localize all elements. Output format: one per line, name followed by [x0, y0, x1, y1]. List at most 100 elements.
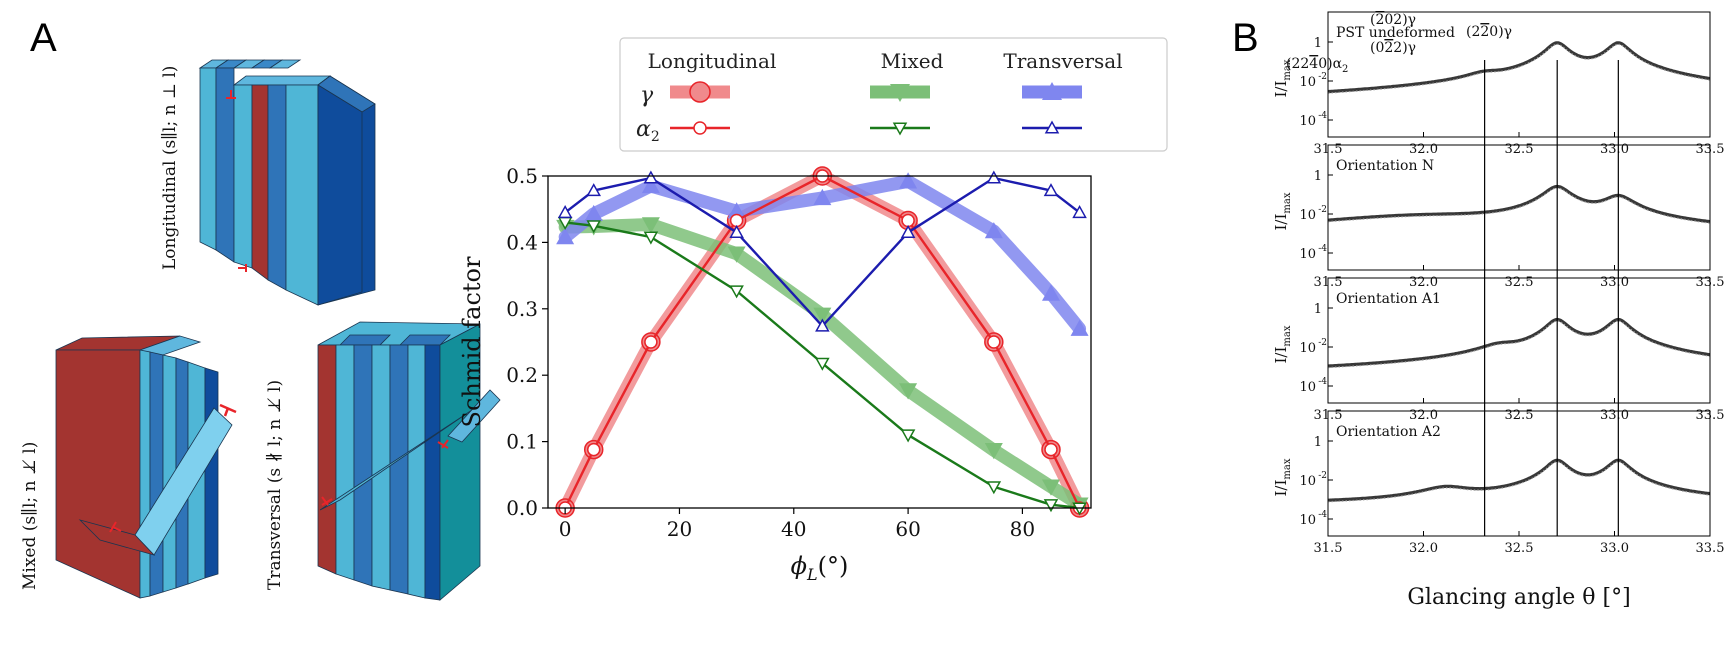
- x-tick-label-0: 0: [559, 517, 572, 541]
- peak-label-alpha2: (2240)α2: [1286, 56, 1348, 75]
- legend-row-gamma: γ: [640, 83, 654, 108]
- transversal-2-point-1: [586, 183, 602, 197]
- transversal--point-5: [899, 172, 918, 189]
- xrd-ylabel-0: I/Imax: [1272, 59, 1293, 97]
- mixed--point-5: [899, 383, 918, 400]
- xrd-ytick-pow-0-1: 10: [1299, 208, 1316, 223]
- longitudinal-block: [198, 59, 376, 306]
- y-tick-label-0: 0.0: [506, 496, 538, 520]
- legend-col-mixed: Mixed: [881, 49, 944, 73]
- xrd-label-2: Orientation A1: [1336, 291, 1441, 307]
- xrd-label-1: Orientation N: [1336, 158, 1434, 174]
- transversal--point-8: [1070, 319, 1089, 336]
- mixed--point-4: [813, 307, 832, 324]
- xrd-xtick-1-2: 32.0: [1409, 408, 1438, 423]
- xrd-ytick-pow-1-2: 10: [1299, 380, 1316, 395]
- y-tick-label-4: 0.4: [506, 230, 538, 254]
- xrd-curve-1: [1327, 184, 1711, 224]
- transversal--point-2: [641, 176, 660, 194]
- xrd-xtick-0-3: 31.5: [1314, 541, 1343, 556]
- mixed--point-6: [984, 443, 1003, 460]
- mixed-2-point-7: [1043, 499, 1059, 513]
- lamella-schematics: [55, 59, 501, 601]
- longitudinal-2-point-5: [901, 213, 915, 228]
- transversal-2-point-2: [643, 170, 659, 184]
- xrd-xtick-3-2: 33.0: [1600, 408, 1629, 423]
- xrd-ytick-1-1: 1: [1314, 169, 1322, 184]
- xrd-curve-3: [1327, 458, 1711, 502]
- schmid-legend: Longitudinal Mixed Transversal γ α2: [619, 37, 1168, 152]
- xrd-ytick-exp-1-3: -4: [1318, 510, 1327, 520]
- legend-row-alpha: α2: [636, 117, 660, 145]
- mixed-2-point-5: [900, 429, 916, 443]
- xrd-xtick-3-1: 33.0: [1600, 275, 1629, 290]
- xrd-ytick-pow-0-3: 10: [1299, 474, 1316, 489]
- xrd-ytick-exp-1-0: -4: [1318, 111, 1327, 121]
- transversal-2-point-0: [557, 204, 573, 219]
- y-tick-label-5: 0.5: [506, 164, 538, 188]
- mixed-2-point-6: [986, 481, 1002, 495]
- legend-alpha-marker-red: [693, 121, 707, 135]
- xrd-ytick-pow-1-0: 10: [1299, 114, 1316, 129]
- y-tick-label-3: 0.3: [506, 297, 538, 321]
- x-axis-label: ϕL(°): [791, 552, 849, 584]
- legend-gamma-marker-blue: [1042, 82, 1062, 100]
- transversal-2-point-4: [815, 318, 830, 332]
- longitudinal-2-point-6: [987, 335, 1001, 349]
- legend-gamma-marker-red: [689, 81, 711, 103]
- transversal--point-6: [984, 222, 1003, 239]
- xrd-ytick-pow-1-3: 10: [1299, 513, 1316, 528]
- alpha-series: [557, 169, 1087, 516]
- mixed-label: Mixed (s∥l; n ⊥̸ l): [20, 441, 40, 590]
- x-tick-label-3: 60: [895, 517, 920, 541]
- transversal-2-point-3: [729, 224, 744, 238]
- xrd-ytick-exp-1-2: -4: [1318, 377, 1327, 387]
- y-axis-label: Schmid factor: [458, 256, 486, 427]
- xrd-scatter-2: [1328, 320, 1711, 369]
- xrd-ytick-exp-1-1: -4: [1318, 244, 1327, 254]
- legend-col-longitudinal: Longitudinal: [648, 49, 777, 73]
- legend-gamma-marker-green: [890, 84, 910, 102]
- y-tick-label-2: 0.2: [506, 363, 538, 387]
- x-tick-label-4: 80: [1010, 517, 1035, 541]
- transversal--point-1: [584, 204, 603, 222]
- y-tick-label-1: 0.1: [506, 430, 538, 454]
- plot-frame: [547, 175, 1092, 509]
- transversal--point-3: [727, 202, 746, 219]
- longitudinal-2-point-1: [586, 442, 601, 457]
- longitudinal-2-point-2: [644, 335, 658, 349]
- transversal-2-point-6: [986, 170, 1002, 184]
- xrd-scatter-0: [1327, 43, 1711, 94]
- gamma-series: [555, 166, 1090, 518]
- xrd-ytick-exp-0-1: -2: [1318, 205, 1327, 215]
- xrd-ytick-pow-0-0: 10: [1299, 75, 1316, 90]
- peak-label-022: (022)γ: [1370, 40, 1416, 56]
- x-tick-label-1: 20: [667, 517, 692, 541]
- xrd-ytick-pow-1-1: 10: [1299, 247, 1316, 262]
- mixed-2-point-2: [643, 231, 659, 245]
- mixed--point-7: [1041, 479, 1060, 496]
- legend-alpha-marker-green: [892, 122, 908, 136]
- mixed--point-2: [641, 217, 660, 234]
- transversal--point-0: [556, 228, 575, 245]
- xrd-ytick-1-3: 1: [1314, 435, 1322, 450]
- xrd-xtick-1-3: 32.0: [1409, 541, 1438, 556]
- schmid-factor-chart: Longitudinal Mixed Transversal γ α2 0 20 4…: [458, 37, 1168, 584]
- panel-letter-b: B: [1232, 16, 1259, 60]
- xrd-ylabel-2: I/Imax: [1272, 325, 1293, 363]
- xrd-xtick-1-0: 32.0: [1409, 142, 1438, 157]
- peak-label-202: (202)γ: [1370, 12, 1416, 28]
- xrd-xtick-2-3: 32.5: [1505, 541, 1534, 556]
- xrd-xtick-1-1: 32.0: [1409, 275, 1438, 290]
- xrd-scatter-3: [1328, 461, 1711, 503]
- transversal-2-point-7: [1043, 183, 1059, 197]
- legend-row-alpha-sub: 2: [651, 129, 660, 145]
- mixed--point-3: [727, 246, 746, 263]
- transversal-2-point-8: [1072, 204, 1087, 219]
- xrd-ytick-pow-0-2: 10: [1299, 341, 1316, 356]
- xrd-ytick-1-0: 1: [1314, 36, 1322, 51]
- transversal--point-4: [813, 188, 832, 206]
